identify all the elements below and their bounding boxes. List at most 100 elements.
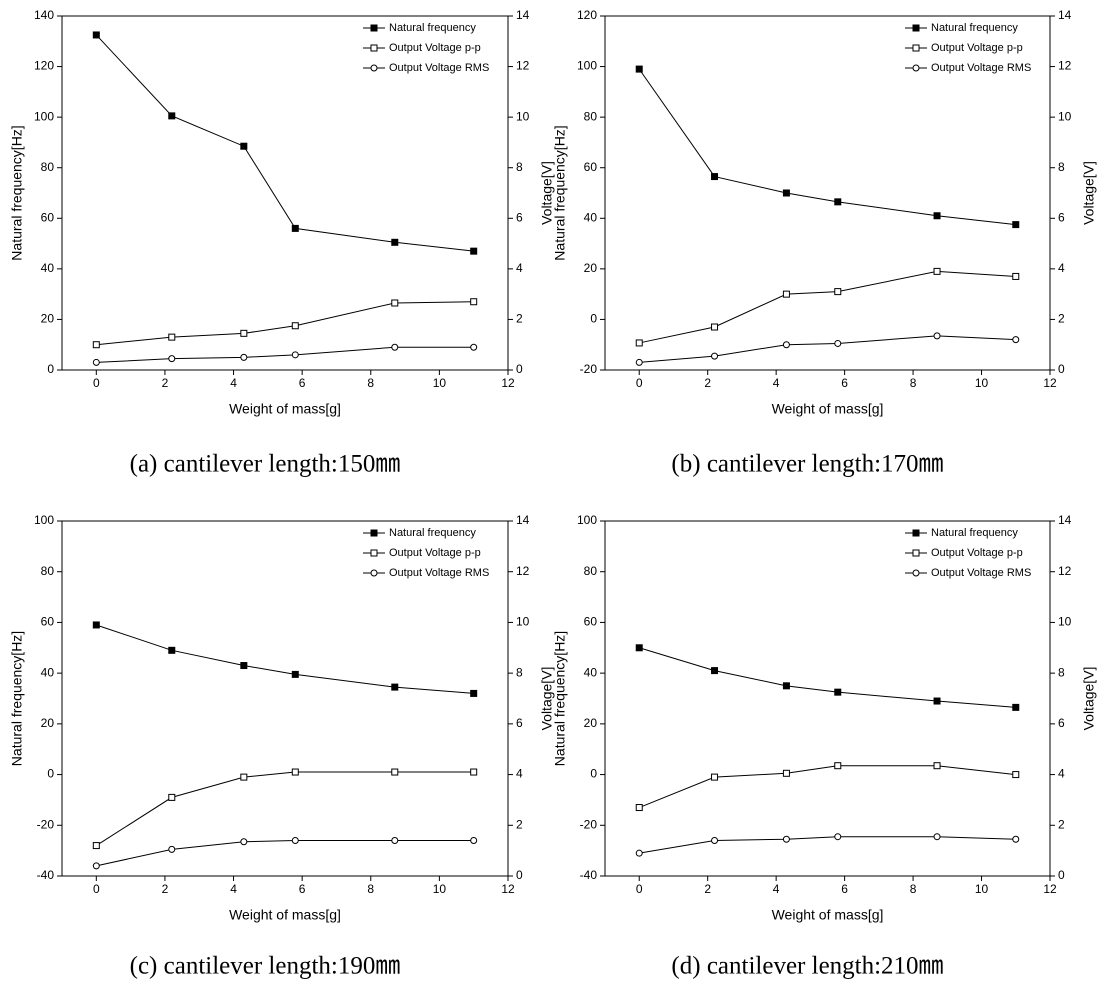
y-tick-label: 60: [41, 210, 55, 224]
marker: [169, 113, 175, 119]
y2-tick-label: 14: [1058, 513, 1072, 527]
marker: [241, 839, 247, 845]
marker: [636, 805, 642, 811]
chart: 024681012-40-2002040608010002468101214We…: [9, 513, 555, 980]
caption: (c) cantilever length:190㎜: [130, 953, 401, 980]
x-tick-label: 10: [975, 882, 989, 896]
y2-tick-label: 4: [516, 767, 523, 781]
legend-label: Output Voltage p-p: [389, 42, 481, 54]
marker: [292, 352, 298, 358]
x-tick-label: 10: [433, 376, 447, 390]
y2-tick-label: 0: [1058, 868, 1065, 882]
marker: [1013, 704, 1019, 710]
y-tick-label: 0: [47, 362, 54, 376]
caption: (d) cantilever length:210㎜: [671, 953, 943, 980]
y-tick-label: 40: [584, 210, 598, 224]
marker: [93, 622, 99, 628]
marker: [292, 671, 298, 677]
series-line: [96, 772, 473, 846]
y-axis-title: Natural frequency[Hz]: [552, 125, 568, 260]
y2-tick-label: 4: [516, 261, 523, 275]
x-tick-label: 8: [367, 882, 374, 896]
y2-tick-label: 0: [516, 362, 523, 376]
x-tick-label: 0: [636, 882, 643, 896]
y2-tick-label: 0: [1058, 362, 1065, 376]
legend-marker: [371, 65, 377, 71]
legend-label: Output Voltage RMS: [931, 62, 1031, 74]
y2-tick-label: 2: [1058, 312, 1065, 326]
y-tick-label: 60: [584, 615, 598, 629]
series-line: [639, 271, 1016, 343]
marker: [471, 299, 477, 305]
y-tick-label: -20: [580, 362, 598, 376]
x-tick-label: 4: [773, 882, 780, 896]
marker: [783, 836, 789, 842]
marker: [241, 663, 247, 669]
marker: [783, 342, 789, 348]
marker: [93, 32, 99, 38]
marker: [169, 846, 175, 852]
x-tick-label: 4: [230, 882, 237, 896]
y2-tick-label: 12: [516, 59, 530, 73]
y2-tick-label: 14: [516, 8, 530, 22]
y-axis-title: Natural frequency[Hz]: [9, 631, 25, 766]
x-tick-label: 12: [1043, 882, 1057, 896]
y-tick-label: 40: [41, 665, 55, 679]
marker: [169, 647, 175, 653]
x-tick-label: 10: [433, 882, 447, 896]
legend-marker: [913, 25, 919, 31]
legend-marker: [371, 45, 377, 51]
y2-tick-label: 12: [1058, 564, 1072, 578]
marker: [636, 66, 642, 72]
y-axis-title: Natural frequency[Hz]: [9, 125, 25, 260]
marker: [392, 769, 398, 775]
y2-tick-label: 12: [1058, 59, 1072, 73]
caption: (a) cantilever length:150㎜: [130, 451, 401, 478]
marker: [392, 838, 398, 844]
marker: [292, 838, 298, 844]
chart: 024681012-2002040608010012002468101214We…: [552, 8, 1097, 478]
marker: [471, 769, 477, 775]
marker: [1013, 222, 1019, 228]
y-tick-label: -40: [580, 868, 598, 882]
marker: [471, 690, 477, 696]
marker: [835, 763, 841, 769]
y2-axis-title: Voltage[V]: [1081, 667, 1097, 731]
y-tick-label: 20: [584, 716, 598, 730]
y2-tick-label: 0: [516, 868, 523, 882]
y2-tick-label: 2: [516, 312, 523, 326]
y2-axis-title: Voltage[V]: [1081, 161, 1097, 225]
marker: [934, 333, 940, 339]
x-tick-label: 4: [230, 376, 237, 390]
legend-label: Output Voltage RMS: [389, 62, 489, 74]
marker: [93, 342, 99, 348]
marker: [1013, 772, 1019, 778]
marker: [392, 344, 398, 350]
x-tick-label: 8: [910, 882, 917, 896]
legend-marker: [371, 550, 377, 556]
marker: [471, 838, 477, 844]
marker: [1013, 337, 1019, 343]
y-tick-label: 0: [590, 312, 597, 326]
marker: [292, 769, 298, 775]
marker: [934, 213, 940, 219]
marker: [636, 645, 642, 651]
x-tick-label: 0: [93, 882, 100, 896]
marker: [783, 683, 789, 689]
x-tick-label: 2: [704, 882, 711, 896]
marker: [712, 324, 718, 330]
x-tick-label: 6: [841, 882, 848, 896]
series-line: [639, 837, 1016, 853]
legend-marker: [913, 530, 919, 536]
marker: [241, 774, 247, 780]
marker: [292, 323, 298, 329]
marker: [783, 190, 789, 196]
marker: [835, 289, 841, 295]
x-tick-label: 10: [975, 376, 989, 390]
legend-marker: [371, 530, 377, 536]
marker: [292, 225, 298, 231]
legend-label: Natural frequency: [389, 22, 476, 34]
y2-tick-label: 10: [516, 615, 530, 629]
